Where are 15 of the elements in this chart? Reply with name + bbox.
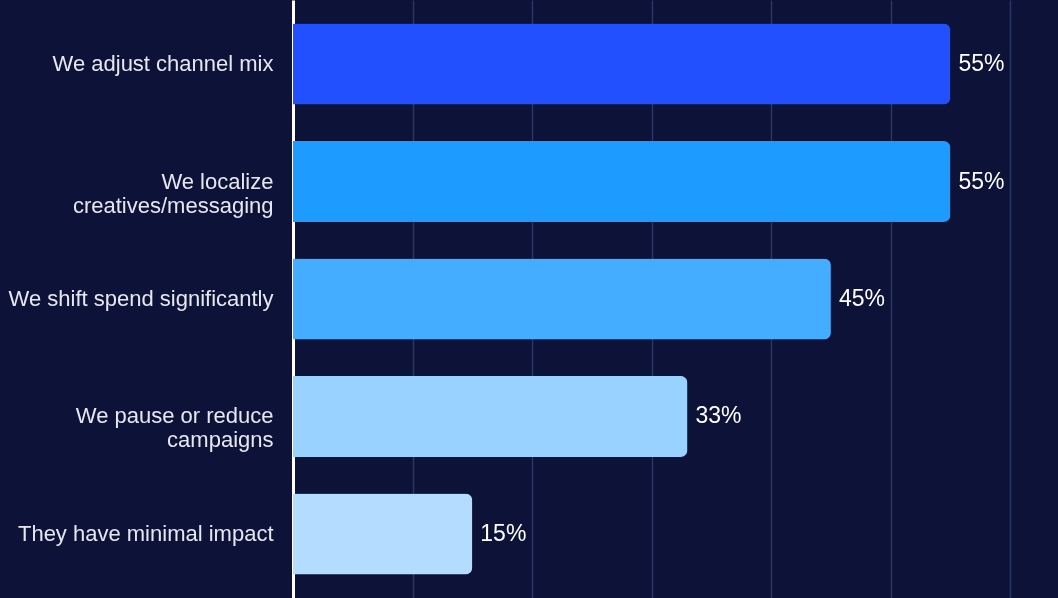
bar	[293, 23, 951, 105]
data-label: 55%	[958, 50, 1005, 77]
y-tick-label: We pause or reduce campaigns	[75, 403, 274, 453]
bar	[293, 258, 831, 340]
y-tick-label: We adjust channel mix	[52, 51, 274, 77]
data-label: 45%	[838, 285, 885, 311]
data-label: 15%	[480, 519, 527, 546]
y-tick-label: We shift spend significantly	[8, 286, 274, 311]
bar	[293, 140, 951, 223]
bar	[293, 493, 473, 575]
y-tick-label: We localize creatives/messaging	[72, 168, 274, 218]
y-tick-label: They have minimal impact	[17, 520, 274, 546]
data-label: 55%	[958, 167, 1005, 194]
bar	[293, 375, 688, 458]
data-label: 33%	[695, 402, 742, 429]
